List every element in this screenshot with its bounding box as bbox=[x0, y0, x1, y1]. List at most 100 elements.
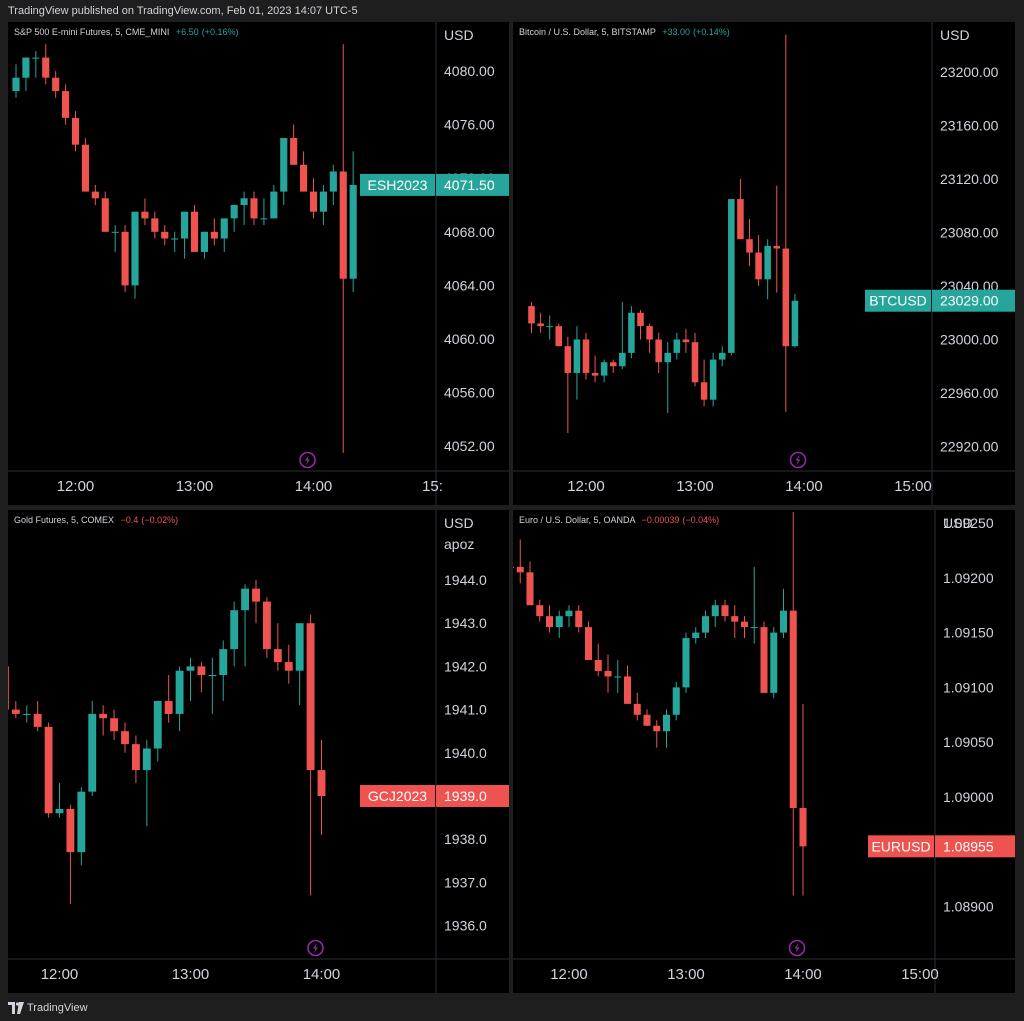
candle bbox=[709, 352, 717, 407]
candle bbox=[682, 632, 690, 693]
last-price-tag: ESH2023 4071.50 bbox=[360, 173, 509, 196]
candle bbox=[516, 539, 524, 584]
candle-body bbox=[270, 191, 278, 219]
candle-body bbox=[799, 807, 807, 847]
currency-label: USD bbox=[444, 27, 474, 43]
candle-body bbox=[250, 198, 258, 219]
icon-ring bbox=[789, 451, 807, 469]
last-price-tag: EURUSD 1.08955 bbox=[868, 835, 1015, 858]
candle-body bbox=[121, 231, 129, 286]
candle bbox=[573, 326, 581, 400]
candle-body bbox=[773, 245, 781, 249]
candle bbox=[782, 34, 790, 412]
candle bbox=[584, 621, 593, 660]
price-tag-box bbox=[932, 289, 1015, 312]
candle bbox=[252, 580, 260, 624]
candle-body bbox=[142, 748, 151, 771]
symbol-title: Gold Futures, 5, COMEX bbox=[14, 515, 115, 525]
candle bbox=[673, 332, 681, 360]
candle-body bbox=[329, 171, 337, 192]
candle bbox=[643, 709, 651, 726]
candle-body bbox=[545, 616, 554, 628]
candle-body bbox=[110, 718, 119, 732]
chart-panel-btc[interactable]: USD 23200.00 23160.00 23120.00 23080.00 23040… bbox=[513, 22, 1015, 505]
candle-body bbox=[764, 245, 771, 280]
candle-body bbox=[141, 211, 149, 219]
candle-body bbox=[682, 339, 690, 343]
price-tag-box bbox=[436, 785, 509, 807]
candle-body bbox=[186, 666, 195, 671]
time-tick-label: 12:00 bbox=[567, 478, 605, 495]
candle bbox=[284, 644, 293, 684]
candle bbox=[682, 328, 690, 353]
candle bbox=[628, 306, 635, 359]
chart-canvas[interactable]: USD4080.004076.004072.004068.004064.0040… bbox=[8, 22, 509, 505]
chart-canvas[interactable]: USD23200.0023160.0023120.0023080.0023040… bbox=[513, 22, 1015, 505]
candle bbox=[164, 675, 173, 723]
price-tag-label: 4071.50 bbox=[444, 177, 495, 193]
price-tick-label: 4064.00 bbox=[444, 277, 495, 293]
symbol-title: Bitcoin / U.S. Dollar, 5, BITSTAMP bbox=[519, 27, 656, 37]
candle bbox=[789, 512, 797, 896]
time-tick-label: 13:00 bbox=[176, 478, 214, 495]
candle-body bbox=[295, 623, 304, 671]
tradingview-logo-icon bbox=[8, 1002, 24, 1014]
price-tick-label: 1.09200 bbox=[943, 570, 994, 586]
time-tick-label: 12:00 bbox=[57, 478, 95, 495]
last-price-tag: BTCUSD 23029.00 bbox=[865, 289, 1015, 312]
candle bbox=[349, 151, 357, 293]
chart-legend: Bitcoin / U.S. Dollar, 5, BITSTAMP +33.0… bbox=[519, 27, 730, 37]
candle bbox=[546, 315, 553, 340]
candle bbox=[701, 610, 710, 639]
candle bbox=[295, 623, 304, 706]
candle bbox=[728, 199, 735, 356]
candle bbox=[153, 700, 162, 762]
candle bbox=[262, 597, 271, 658]
candle-body bbox=[575, 610, 583, 628]
candle bbox=[22, 705, 31, 723]
chart-canvas[interactable]: USD apoz 1944.0 1943.0 1942.0 1941.0 1940.0 193… bbox=[8, 510, 509, 993]
candle bbox=[604, 654, 612, 693]
candle-body bbox=[11, 709, 20, 714]
change-value: −0.4 bbox=[120, 515, 139, 525]
candle bbox=[526, 561, 534, 606]
candle-body bbox=[573, 339, 581, 373]
candle-body bbox=[230, 205, 238, 219]
price-tick-label: 1940.0 bbox=[444, 745, 487, 761]
candle bbox=[317, 739, 326, 835]
candle bbox=[131, 211, 139, 299]
time-tick-label: 15:00 bbox=[901, 966, 939, 983]
candle-body bbox=[760, 627, 768, 693]
candle-body bbox=[210, 231, 218, 239]
candle-body bbox=[604, 670, 612, 677]
candle-body bbox=[12, 77, 20, 92]
chart-panel-eurusd[interactable]: USD 1.09250 1.09200 1.09150 1.09100 1.09050 1.… bbox=[513, 510, 1015, 993]
icon-bolt bbox=[313, 943, 318, 953]
price-tick-label: 4068.00 bbox=[444, 224, 495, 240]
candle-body bbox=[32, 57, 40, 59]
price-change: +6.50 (+0.16%) bbox=[176, 27, 239, 37]
price-tick-label: 1943.0 bbox=[444, 615, 487, 631]
candle-body bbox=[614, 676, 622, 678]
price-tick-label: 4056.00 bbox=[444, 385, 495, 401]
candle-body bbox=[721, 605, 729, 617]
chart-panel-gold[interactable]: USD apoz 1944.0 1943.0 1942.0 1941.0 1940.0 193… bbox=[8, 510, 509, 993]
price-tag-label: 1.08955 bbox=[943, 838, 994, 854]
price-tick-label: 1.09150 bbox=[943, 625, 994, 641]
candle-body bbox=[290, 138, 298, 165]
candle-body bbox=[190, 211, 199, 252]
candle-body bbox=[99, 713, 108, 719]
candle-body bbox=[701, 616, 710, 633]
candle-body bbox=[672, 687, 680, 715]
candle-body bbox=[584, 627, 593, 660]
chart-panel-es[interactable]: USD4080.004076.004072.004068.004064.0040… bbox=[8, 22, 509, 505]
candle-body bbox=[349, 184, 357, 279]
candle bbox=[555, 323, 563, 347]
candle bbox=[513, 566, 515, 568]
candle bbox=[33, 700, 42, 732]
candle bbox=[545, 605, 554, 633]
candle bbox=[220, 218, 228, 252]
candle bbox=[62, 84, 70, 125]
change-value: +6.50 bbox=[175, 27, 199, 37]
